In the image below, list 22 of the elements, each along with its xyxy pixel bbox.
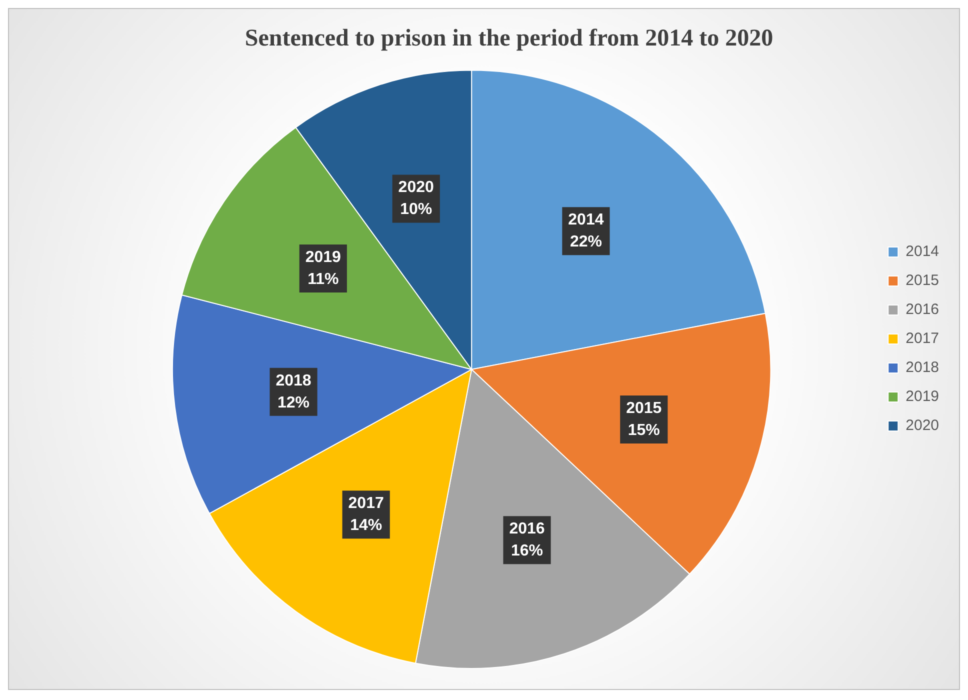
data-label: 14% <box>350 516 382 534</box>
legend-label: 2019 <box>906 388 940 406</box>
slice-label: 2018 <box>276 372 312 390</box>
slice-label: 2017 <box>348 494 384 512</box>
slice-label: 2015 <box>626 400 662 417</box>
slice-label: 2020 <box>398 179 434 196</box>
legend-label: 2020 <box>906 417 940 434</box>
slice-label: 2019 <box>305 248 342 266</box>
data-label: 10% <box>400 201 432 218</box>
data-label: 11% <box>308 270 339 288</box>
legend-label: 2018 <box>906 359 940 376</box>
legend-label: 2016 <box>906 301 940 318</box>
legend-label: 2015 <box>906 272 940 290</box>
slice-label: 2014 <box>568 212 604 229</box>
legend-label: 2014 <box>906 243 940 260</box>
data-label: 16% <box>511 542 544 560</box>
data-label: 15% <box>628 422 660 439</box>
data-label: 22% <box>570 234 602 251</box>
legend-label: 2017 <box>906 330 940 348</box>
slice-label: 2016 <box>509 520 545 538</box>
chart-title: Sentenced to prison in the period from 2014 to 2020 <box>244 26 774 52</box>
data-label: 12% <box>278 394 310 412</box>
